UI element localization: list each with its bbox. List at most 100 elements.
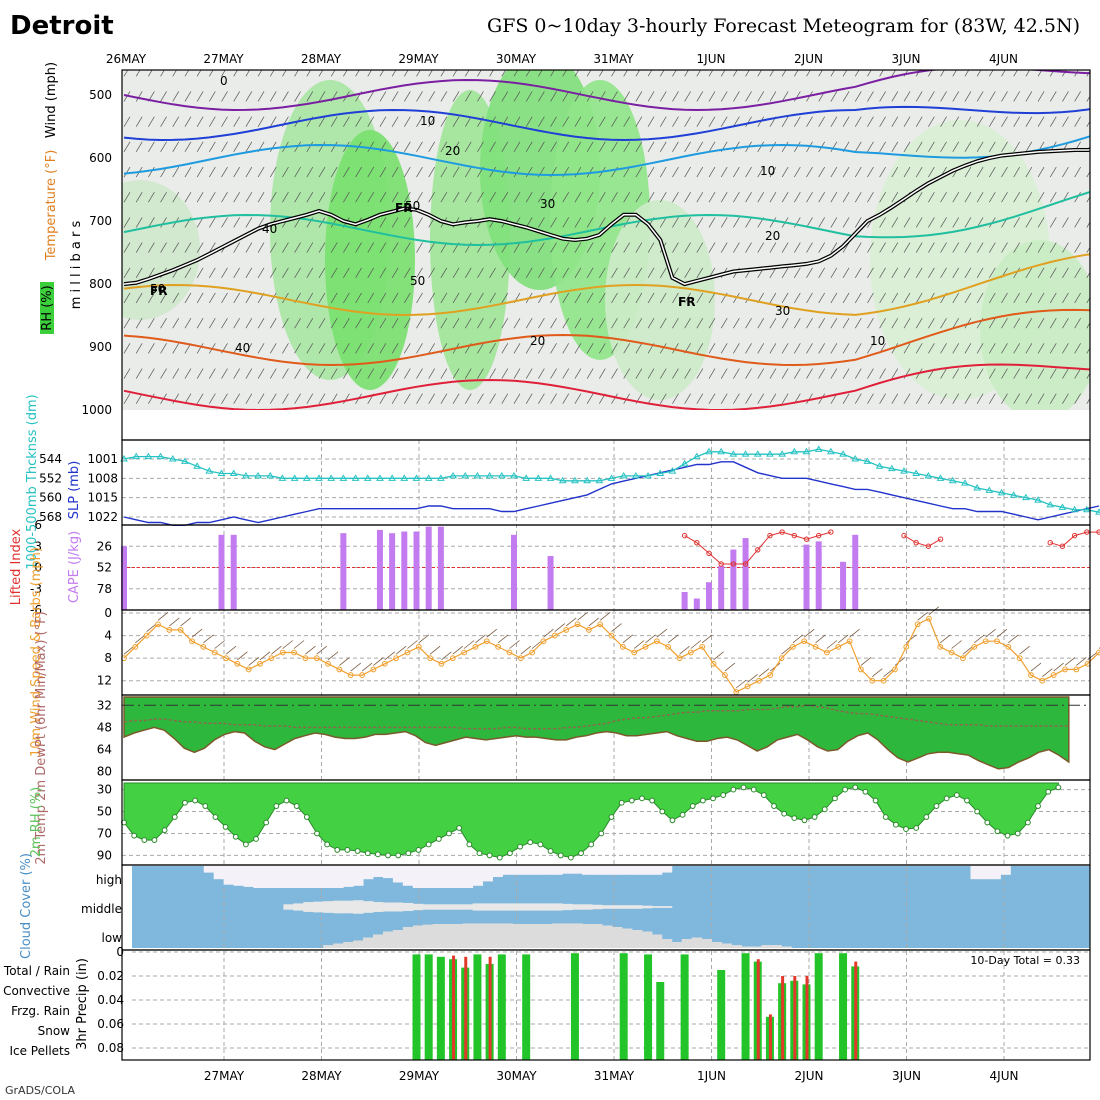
sounding-barb xyxy=(440,166,448,178)
sounding-barb xyxy=(769,393,777,404)
sounding-barb xyxy=(781,343,789,354)
thickness-point xyxy=(181,457,189,464)
sounding-barb xyxy=(1025,343,1033,354)
sounding-barb xyxy=(269,116,277,127)
sounding-barb xyxy=(562,116,570,127)
sounding-barb xyxy=(879,217,886,228)
thickness-point xyxy=(217,469,226,476)
sounding-barb xyxy=(440,393,448,404)
sounding-barb xyxy=(123,292,131,304)
sounding-barb xyxy=(233,267,240,278)
sounding-barb xyxy=(769,317,777,329)
mid-cloud-bar xyxy=(472,903,484,911)
rh-point xyxy=(852,784,859,791)
sounding-barb xyxy=(525,116,533,127)
sounding-barb xyxy=(318,242,326,253)
sounding-barb xyxy=(854,192,862,203)
rain-bar xyxy=(717,970,726,1060)
rh-shading-2 xyxy=(325,130,415,390)
sounding-barb xyxy=(781,317,789,329)
sounding-barb xyxy=(623,217,630,228)
sounding-barb xyxy=(940,70,945,77)
sounding-barb xyxy=(599,217,606,228)
sounding-barb xyxy=(599,317,606,329)
high-cloud-bar xyxy=(353,866,364,886)
sounding-barb xyxy=(574,217,582,228)
sounding-barb xyxy=(891,141,899,153)
sounding-barb xyxy=(538,192,545,203)
sounding-barb xyxy=(989,91,996,102)
sounding-barb xyxy=(879,267,886,278)
sounding-barb xyxy=(525,343,533,354)
sounding-barb xyxy=(1013,166,1020,178)
sounding-barb xyxy=(391,217,399,228)
sounding-barb xyxy=(647,242,655,253)
sounding-barb xyxy=(1013,368,1020,379)
sounding-barb xyxy=(318,70,324,77)
sounding-barb xyxy=(964,217,972,228)
sounding-barb xyxy=(135,267,143,278)
sounding-barb xyxy=(794,70,799,77)
low-cloud-bar xyxy=(402,927,414,948)
sounding-barb xyxy=(757,317,765,329)
rh-tick: 30 xyxy=(97,783,112,797)
low-cloud-bar xyxy=(333,943,344,948)
sounding-barb xyxy=(928,292,935,304)
sounding-barb xyxy=(209,368,216,379)
sounding-barb xyxy=(501,343,509,354)
sounding-barb xyxy=(903,267,911,278)
sounding-barb xyxy=(452,141,460,153)
sounding-barb xyxy=(257,393,265,404)
sounding-barb xyxy=(1013,242,1020,253)
rh-point xyxy=(628,797,635,804)
rh-point xyxy=(507,850,513,857)
sounding-barb xyxy=(989,116,996,127)
thickness-point xyxy=(790,447,799,455)
rh-point xyxy=(537,841,544,848)
sounding-barb xyxy=(330,141,338,153)
sounding-barb xyxy=(160,70,165,77)
sounding-barb xyxy=(306,166,314,178)
li-point xyxy=(706,550,712,557)
sounding-barb xyxy=(221,116,228,127)
sounding-barb xyxy=(404,192,411,203)
mid-cloud-bar xyxy=(363,901,374,913)
isotherm-line xyxy=(123,105,1090,142)
rain-bar xyxy=(680,954,689,1060)
sounding-barb xyxy=(269,70,275,77)
sounding-barb xyxy=(306,141,314,153)
sounding-barb xyxy=(1037,70,1043,77)
li-axis-label: Lifted Index xyxy=(9,528,24,605)
sounding-barb xyxy=(806,242,813,253)
precip-legend-3: Snow xyxy=(38,1024,71,1038)
thickness-tick: 552 xyxy=(39,471,62,485)
pressure-tick: 500 xyxy=(89,88,112,102)
sounding-barb xyxy=(184,192,192,203)
rain-bar xyxy=(436,956,445,1060)
sounding-barb xyxy=(635,116,643,127)
sounding-barb xyxy=(599,267,606,278)
sounding-barb xyxy=(148,70,153,77)
sounding-barb xyxy=(1025,292,1033,304)
sounding-barb xyxy=(915,393,923,404)
wind-tick: 8 xyxy=(104,651,112,665)
high-cloud-bar xyxy=(223,866,235,885)
sounding-barb xyxy=(343,116,350,127)
sounding-barb xyxy=(623,91,630,102)
precip-legend-0: Total / Rain xyxy=(3,964,70,978)
low-cloud-bar xyxy=(353,940,364,948)
low-cloud-bar xyxy=(681,939,693,948)
sounding-barb xyxy=(196,217,204,228)
sounding-barb xyxy=(806,292,813,304)
sounding-barb xyxy=(903,242,911,253)
sounding-barb xyxy=(135,192,143,203)
thickness-point xyxy=(229,469,238,476)
sounding-barb xyxy=(720,393,728,404)
isotherm-label: 30 xyxy=(775,304,790,318)
sounding-barb xyxy=(538,91,545,102)
sounding-barb xyxy=(404,242,411,253)
sounding-barb xyxy=(196,70,202,77)
sounding-barb xyxy=(623,116,630,127)
sounding-barb xyxy=(148,217,155,228)
